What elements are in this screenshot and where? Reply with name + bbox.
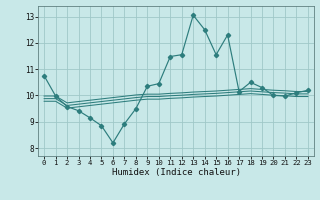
X-axis label: Humidex (Indice chaleur): Humidex (Indice chaleur) <box>111 168 241 177</box>
